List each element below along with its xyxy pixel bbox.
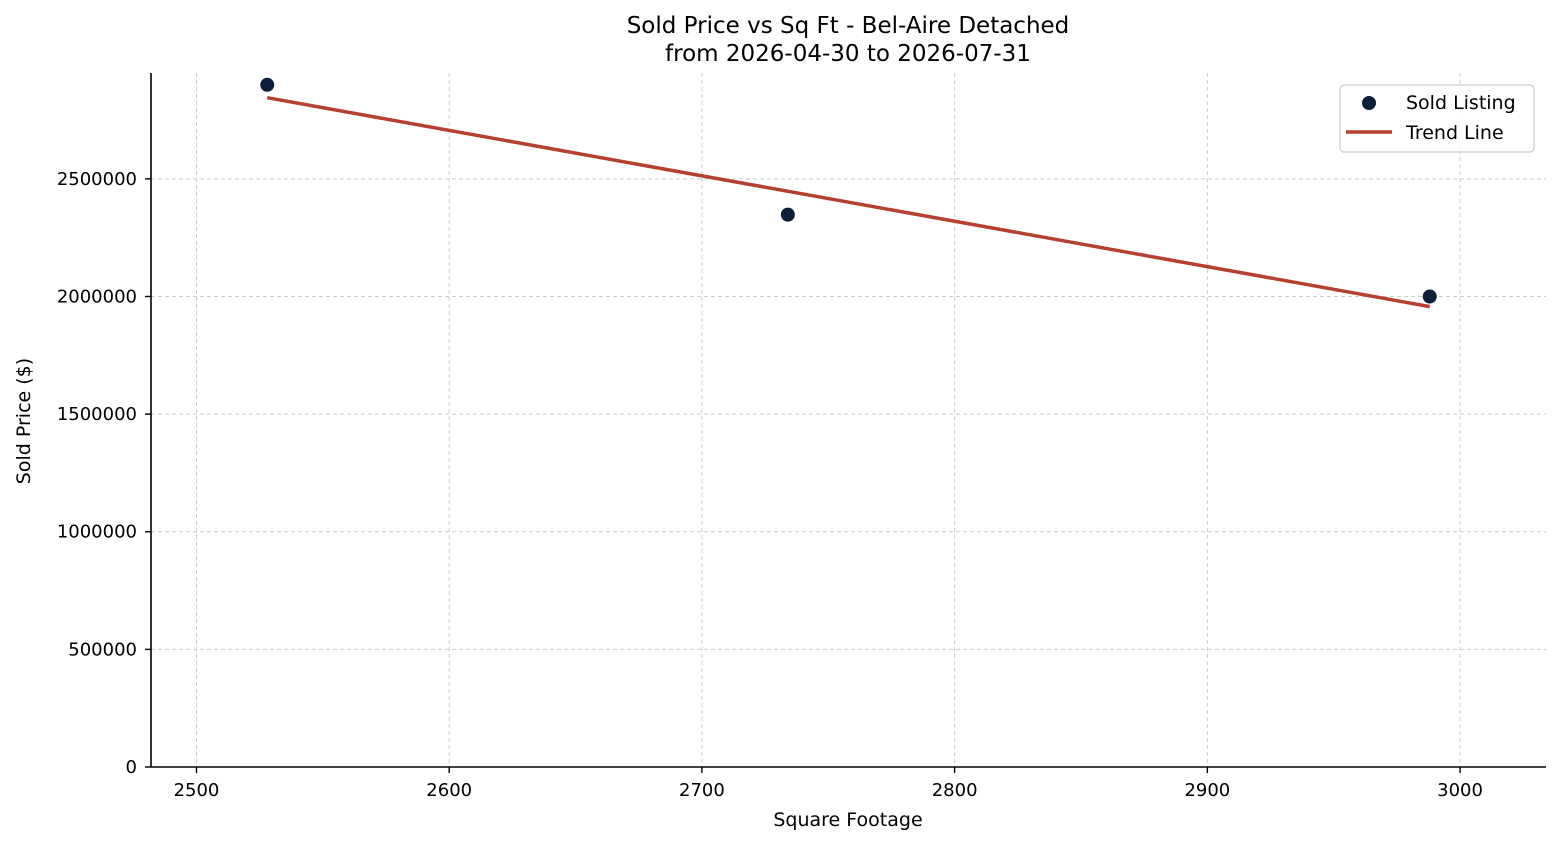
legend-box <box>1339 84 1535 153</box>
sold-listing-point <box>780 207 795 222</box>
y-tick-label: 500000 <box>68 639 137 660</box>
trend-layer <box>266 95 1431 309</box>
points-layer <box>260 77 1437 304</box>
legend-label-sold-listing: Sold Listing <box>1406 92 1516 114</box>
x-tick-label: 2900 <box>1184 780 1230 801</box>
chart-title: Sold Price vs Sq Ft - Bel-Aire Detached <box>627 13 1070 39</box>
legend-label-trend-line: Trend Line <box>1405 122 1504 144</box>
y-axis-label: Sold Price ($) <box>13 358 35 484</box>
sold-listing-point <box>1422 289 1437 304</box>
y-tick-label: 1500000 <box>57 404 137 425</box>
y-tick-label: 0 <box>126 757 137 778</box>
y-tick-label: 2500000 <box>57 169 137 190</box>
chart-subtitle: from 2026-04-30 to 2026-07-31 <box>665 41 1031 67</box>
x-tick-label: 3000 <box>1437 780 1483 801</box>
x-axis-label: Square Footage <box>773 809 922 831</box>
y-ticks: 0 500000 1000000 1500000 2000000 2500000 <box>57 169 151 778</box>
trend-line <box>266 95 1431 309</box>
y-tick-label: 1000000 <box>57 522 137 543</box>
x-tick-label: 2800 <box>932 780 978 801</box>
x-tick-label: 2500 <box>174 780 220 801</box>
x-ticks: 2500 2600 2700 2800 2900 3000 <box>174 767 1483 801</box>
axes <box>150 73 1546 768</box>
grid <box>151 73 1546 767</box>
x-tick-label: 2600 <box>426 780 472 801</box>
sold-listing-point <box>260 77 275 92</box>
legend-marker-sold-listing <box>1362 96 1376 110</box>
legend: Sold Listing Trend Line <box>1339 84 1535 153</box>
x-tick-label: 2700 <box>679 780 725 801</box>
y-tick-label: 2000000 <box>57 286 137 307</box>
